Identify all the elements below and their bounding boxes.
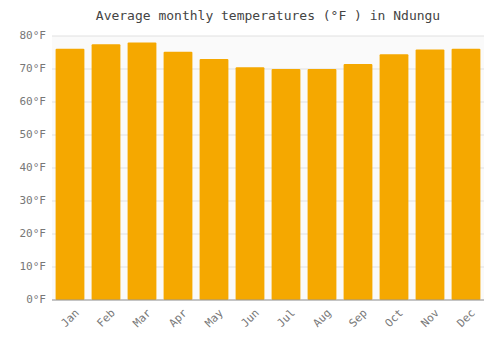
bar: [452, 49, 481, 300]
y-tick-label: 40°F: [20, 161, 47, 174]
bar: [128, 43, 157, 300]
y-tick-label: 20°F: [20, 227, 47, 240]
x-tick-label: Apr: [167, 306, 191, 330]
y-tick-label: 0°F: [26, 293, 46, 306]
bar: [200, 59, 229, 300]
plot-background: [52, 36, 484, 300]
bars: [56, 43, 481, 300]
y-grid: [52, 36, 484, 300]
y-tick-label: 60°F: [20, 95, 47, 108]
y-tick-label: 70°F: [20, 62, 47, 75]
y-tick-label: 80°F: [20, 29, 47, 42]
x-tick-label: May: [203, 306, 227, 330]
y-tick-label: 50°F: [20, 128, 47, 141]
x-tick-label: Sep: [347, 307, 370, 330]
grid-line: [52, 300, 484, 301]
grid-line: [52, 36, 484, 37]
chart-container: 0°F 10°F 20°F 30°F 40°F 50°F 60°F 70°F 80°F Jan Fe…: [0, 0, 500, 350]
bar: [272, 69, 301, 300]
x-tick-label: Feb: [95, 307, 118, 330]
bar: [344, 64, 373, 300]
x-tick-label: Jan: [59, 307, 82, 330]
y-tick-label: 30°F: [20, 194, 47, 207]
title: Average monthly temperatures (°F ) in Nd…: [96, 8, 440, 23]
x-axis: Jan Feb Mar Apr May Jun Jul Aug Sep Oct Nov Dec: [59, 306, 478, 330]
x-tick-label: Dec: [455, 307, 478, 330]
x-tick-label: Mar: [131, 306, 155, 330]
y-tick-label: 10°F: [20, 260, 47, 273]
y-axis: 0°F 10°F 20°F 30°F 40°F 50°F 60°F 70°F 80°F: [20, 29, 47, 306]
x-tick-label: Oct: [383, 307, 406, 330]
x-tick-label: Jun: [239, 307, 262, 330]
bar: [308, 69, 337, 300]
x-tick-label: Aug: [311, 307, 334, 330]
chart: 0°F 10°F 20°F 30°F 40°F 50°F 60°F 70°F 80°F Jan Fe…: [0, 0, 500, 350]
bar: [92, 44, 121, 300]
x-axis-line: [52, 300, 484, 301]
x-tick-label: Jul: [275, 307, 298, 330]
bar: [56, 49, 85, 300]
bar: [236, 67, 265, 300]
bar: [380, 54, 409, 300]
bar: [416, 50, 445, 300]
bar: [164, 52, 193, 300]
x-tick-label: Nov: [419, 306, 443, 330]
